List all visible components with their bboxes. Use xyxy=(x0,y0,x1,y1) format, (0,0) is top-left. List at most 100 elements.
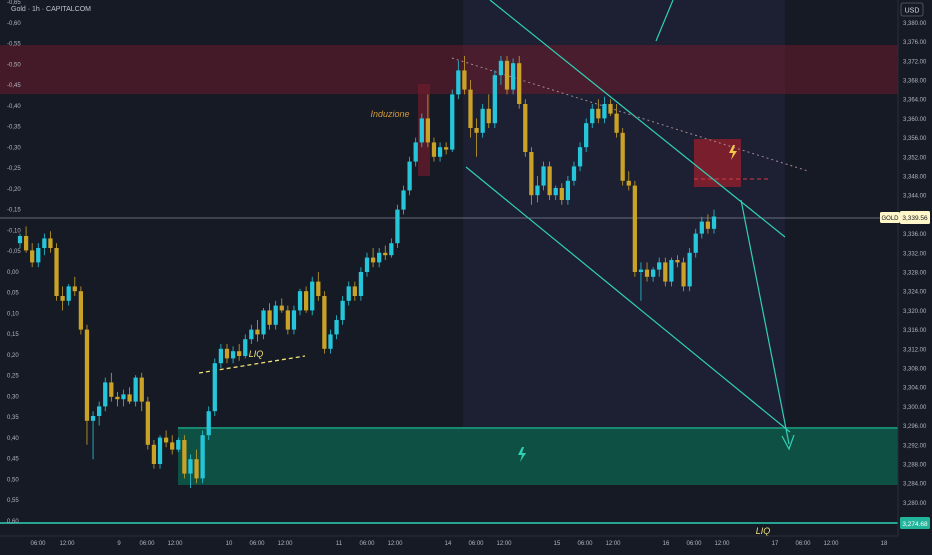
candle-body xyxy=(663,262,668,282)
candle-body xyxy=(644,269,650,277)
candle-body xyxy=(84,329,90,421)
candle-body xyxy=(218,348,224,364)
candle-body xyxy=(109,382,114,397)
time-tick-label: 12:00 xyxy=(605,541,621,547)
price-tick-label: 3,352.00 xyxy=(903,155,927,161)
candle-body xyxy=(523,104,528,152)
chart-title: Gold · 1h · CAPITALCOM xyxy=(11,6,91,13)
candle-body xyxy=(577,147,583,167)
candle-body xyxy=(182,440,187,474)
candle-body xyxy=(42,238,47,248)
price-tick-label: 3,308.00 xyxy=(903,367,927,373)
percent-tick-label: 0,40 xyxy=(7,436,19,442)
liq-label-left: LIQ xyxy=(249,349,264,359)
candle-body xyxy=(632,185,637,272)
time-tick-label: 06:00 xyxy=(577,541,593,547)
candle-body xyxy=(255,329,260,335)
percent-tick-label: -0,65 xyxy=(7,0,21,6)
candle-body xyxy=(492,75,497,124)
candle-body xyxy=(657,262,662,270)
resistance-zone xyxy=(0,45,898,94)
dotted-resistance-line xyxy=(451,57,809,172)
bottom-price-tag: 3,274.68 xyxy=(902,521,928,528)
candle-body xyxy=(127,394,132,402)
candle-body xyxy=(614,113,619,133)
candle-body xyxy=(498,60,504,76)
time-tick-label: 17 xyxy=(772,541,779,547)
candle-body xyxy=(170,442,175,450)
candle-body xyxy=(364,257,370,272)
candle-body xyxy=(334,320,339,335)
candle-body xyxy=(243,339,248,356)
price-tick-label: 3,328.00 xyxy=(903,271,927,277)
percent-tick-label: -0,15 xyxy=(7,208,21,214)
percent-tick-label: -0,10 xyxy=(7,228,21,234)
percent-tick-label: 0,00 xyxy=(7,270,19,276)
candle-body xyxy=(650,269,656,277)
time-tick-label: 9 xyxy=(117,541,121,547)
candle-body xyxy=(419,118,424,143)
price-tick-label: 3,320.00 xyxy=(903,309,927,315)
upper-trendline-fragment xyxy=(655,0,674,42)
price-tick-label: 3,364.00 xyxy=(903,98,927,104)
candle-body xyxy=(486,108,491,124)
candle-body xyxy=(72,286,77,292)
time-tick-label: 06:00 xyxy=(795,541,811,547)
percent-tick-label: -0,25 xyxy=(7,166,21,172)
price-tick-label: 3,348.00 xyxy=(903,175,927,181)
price-tick-label: 3,332.00 xyxy=(903,251,927,257)
time-tick-label: 12:00 xyxy=(496,541,512,547)
candle-body xyxy=(711,216,717,229)
candle-body xyxy=(383,252,388,256)
candle-body xyxy=(188,459,193,474)
time-tick-label: 06:00 xyxy=(139,541,155,547)
candle-body xyxy=(377,252,382,263)
candle-body xyxy=(401,190,406,210)
time-tick-label: 12:00 xyxy=(714,541,730,547)
time-tick-label: 18 xyxy=(881,541,888,547)
candle-body xyxy=(30,250,35,263)
candle-body xyxy=(97,406,102,416)
candle-body xyxy=(407,161,412,191)
candle-body xyxy=(78,291,84,330)
candle-body xyxy=(370,257,376,263)
candle-body xyxy=(535,185,540,196)
channel-lower-line xyxy=(465,166,791,433)
percent-tick-label: -0,60 xyxy=(7,21,21,27)
price-tick-label: 3,336.00 xyxy=(903,232,927,238)
candle-body xyxy=(584,123,589,148)
time-tick-label: 06:00 xyxy=(249,541,265,547)
price-tick-label: 3,360.00 xyxy=(903,117,927,123)
currency-badge[interactable]: USD xyxy=(900,2,924,17)
price-tick-label: 3,296.00 xyxy=(903,424,927,430)
price-tick-label: 3,284.00 xyxy=(903,482,927,488)
percent-tick-label: 0,60 xyxy=(7,519,19,525)
candle-body xyxy=(352,286,357,296)
candle-body xyxy=(273,305,278,325)
candle-body xyxy=(60,296,65,301)
candle-body xyxy=(36,248,41,263)
price-tick-label: 3,304.00 xyxy=(903,386,927,392)
candle-body xyxy=(121,394,126,400)
percent-tick-label: -0,45 xyxy=(7,83,21,89)
currency-badge-box[interactable] xyxy=(900,2,924,17)
price-tick-label: 3,288.00 xyxy=(903,463,927,469)
price-tick-label: 3,316.00 xyxy=(903,328,927,334)
induzione-label: Induzione xyxy=(370,109,409,119)
candle-body xyxy=(565,180,571,200)
candle-body xyxy=(571,166,577,181)
right-axis-bg xyxy=(898,0,932,550)
candle-body xyxy=(553,188,558,196)
candle-body xyxy=(687,252,692,287)
price-tick-label: 3,372.00 xyxy=(903,59,927,65)
time-tick-label: 06:00 xyxy=(686,541,702,547)
candle-body xyxy=(602,104,607,119)
right-axis: 3,380.00 3,376.00 3,372.00 3,368.00 3,364.00… xyxy=(903,21,927,526)
percent-tick-label: 0,30 xyxy=(7,394,19,400)
candle-body xyxy=(139,377,144,402)
candle-body xyxy=(450,94,455,150)
candle-body xyxy=(705,221,711,229)
candle-body xyxy=(620,132,625,181)
